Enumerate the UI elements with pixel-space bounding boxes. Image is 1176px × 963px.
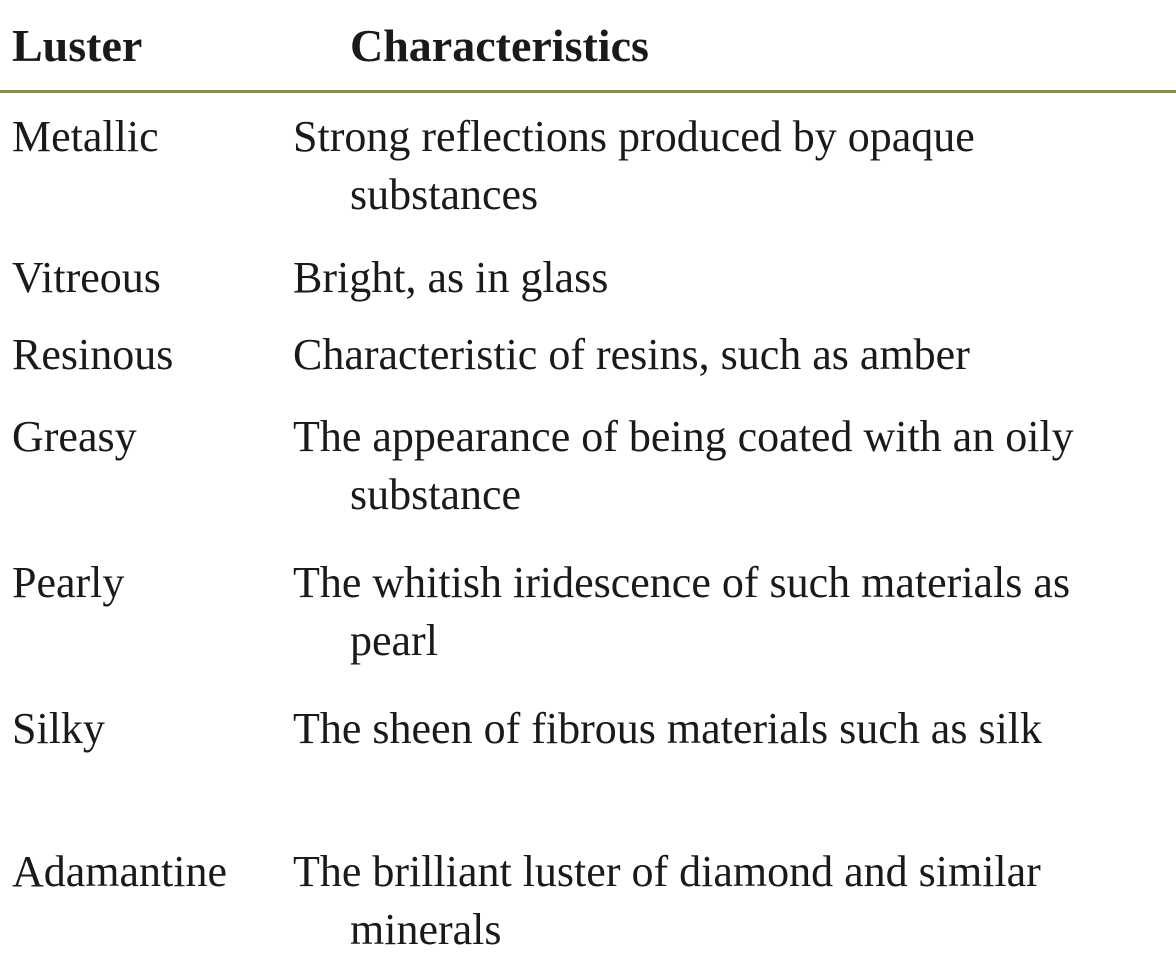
header-characteristics: Characteristics: [350, 20, 649, 71]
luster-cell: Silky: [12, 704, 105, 753]
luster-cell: Metallic: [12, 112, 159, 161]
header-luster: Luster: [12, 20, 143, 71]
characteristics-cell: The appearance of being coated with an o…: [293, 412, 1074, 519]
characteristics-cell: The brilliant luster of diamond and simi…: [293, 847, 1041, 954]
characteristics-cell: Strong reflections produced by opaque su…: [293, 112, 975, 219]
characteristics-cell: Characteristic of resins, such as amber: [293, 330, 970, 379]
luster-cell: Resinous: [12, 330, 174, 379]
characteristics-cell: Bright, as in glass: [293, 253, 609, 302]
luster-cell: Vitreous: [12, 253, 161, 302]
characteristics-cell: The sheen of fibrous materials such as s…: [293, 704, 1043, 753]
characteristics-cell: The whitish iridescence of such material…: [293, 558, 1071, 665]
table-header: Luster Characteristics: [0, 0, 1176, 93]
luster-cell: Greasy: [12, 412, 137, 461]
luster-cell: Pearly: [12, 558, 125, 607]
luster-cell: Adamantine: [12, 847, 228, 896]
